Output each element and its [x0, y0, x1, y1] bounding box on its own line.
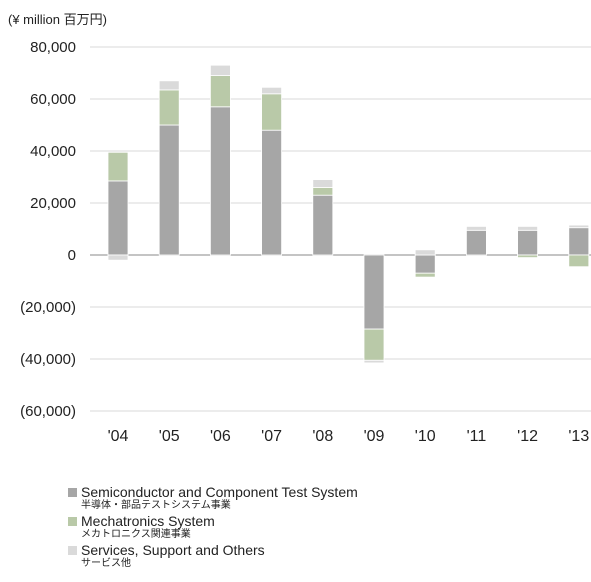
legend-label-mechatronics: Mechatronics System — [81, 513, 215, 529]
bar-services — [363, 359, 385, 364]
legend-swatch-mechatronics — [68, 517, 77, 526]
legend-label-semiconductor-jp: 半導体・部品テストシステム事業 — [81, 500, 231, 511]
bar-mechatronics — [414, 272, 436, 278]
bar-semiconductor — [312, 194, 334, 256]
bar-services — [107, 254, 129, 261]
bar-mechatronics — [312, 186, 334, 196]
x-tick-label: '10 — [415, 428, 436, 445]
bar-semiconductor — [209, 106, 231, 256]
x-tick-label: '12 — [517, 428, 538, 445]
bar-services — [312, 179, 334, 188]
legend-label-mechatronics-jp: メカトロニクス関連事業 — [81, 529, 191, 540]
x-tick-label: '04 — [108, 428, 129, 445]
bars — [107, 64, 590, 364]
legend-item-semiconductor: Semiconductor and Component Test System … — [68, 485, 358, 511]
x-tick-label: '05 — [159, 428, 180, 445]
y-tick-label: (20,000) — [20, 299, 76, 316]
bar-semiconductor — [517, 229, 538, 256]
bar-semiconductor — [414, 254, 436, 274]
bar-semiconductor — [107, 180, 129, 256]
x-tick-label: '11 — [467, 428, 487, 445]
y-tick-label: (40,000) — [20, 351, 76, 368]
bar-services — [158, 80, 180, 91]
bar-semiconductor — [158, 124, 180, 256]
bar-semiconductor — [465, 229, 487, 256]
bar-services — [261, 86, 283, 95]
y-tick-labels: 80,000 60,000 40,000 20,000 0 (20,000) (40,000… — [20, 39, 76, 420]
x-tick-labels: '04 '05 '06 '07 '08 '09 '10 '11 '12 '13 — [108, 428, 590, 445]
bar-semiconductor — [363, 254, 385, 330]
bar-services — [517, 225, 538, 231]
x-tick-label: '07 — [261, 428, 282, 445]
legend-label-services-jp: サービス他 — [81, 558, 131, 569]
y-tick-label: 0 — [68, 247, 76, 264]
legend-item-mechatronics: Mechatronics System メカトロニクス関連事業 — [68, 514, 358, 540]
legend-swatch-semiconductor — [68, 488, 77, 497]
x-tick-label: '08 — [312, 428, 333, 445]
stacked-bar-chart: 80,000 60,000 40,000 20,000 0 (20,000) (40,000… — [20, 39, 591, 445]
gridlines — [90, 46, 591, 412]
bar-services — [465, 225, 487, 231]
x-tick-label: '09 — [364, 428, 385, 445]
bar-semiconductor — [568, 227, 590, 256]
y-axis-unit-label: (¥ million 百万円) — [8, 12, 107, 27]
x-tick-label: '13 — [568, 428, 589, 445]
y-tick-label: 40,000 — [30, 143, 76, 160]
legend-swatch-services — [68, 546, 77, 555]
legend-label-services: Services, Support and Others — [81, 542, 265, 558]
legend-item-services: Services, Support and Others サービス他 — [68, 543, 358, 569]
legend: Semiconductor and Component Test System … — [68, 485, 358, 572]
bar-services — [568, 224, 590, 229]
x-tick-label: '06 — [210, 428, 231, 445]
bar-mechatronics — [363, 328, 385, 361]
bar-mechatronics — [107, 151, 129, 182]
y-tick-label: (60,000) — [20, 403, 76, 420]
bar-mechatronics — [261, 93, 283, 131]
y-tick-label: 20,000 — [30, 195, 76, 212]
y-tick-label: 60,000 — [30, 91, 76, 108]
y-tick-label: 80,000 — [30, 39, 76, 56]
bar-semiconductor — [261, 129, 283, 256]
bar-services — [209, 64, 231, 76]
bar-mechatronics — [209, 75, 231, 108]
bar-mechatronics — [568, 254, 590, 268]
legend-label-semiconductor: Semiconductor and Component Test System — [81, 484, 358, 500]
bar-mechatronics — [158, 89, 180, 126]
bar-services — [414, 249, 436, 256]
bar-mechatronics — [517, 254, 538, 258]
